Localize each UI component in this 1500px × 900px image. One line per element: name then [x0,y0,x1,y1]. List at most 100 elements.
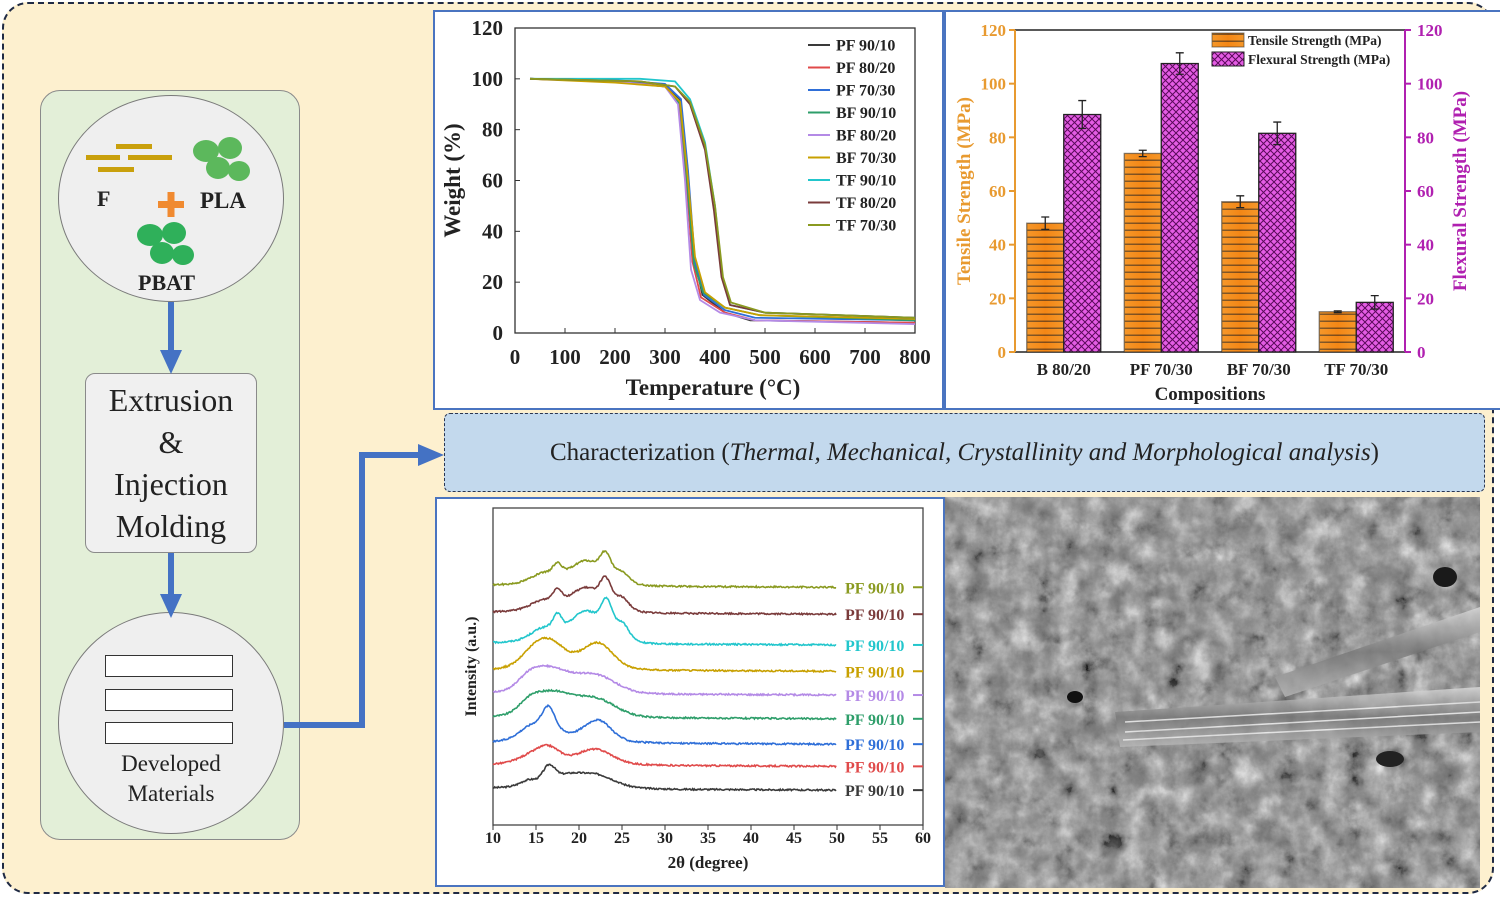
tensile-bar-hatch [1123,152,1162,353]
pbat-pellets-icon [137,222,194,265]
legend-label: PF 90/10 [836,38,895,55]
error-bar [1041,216,1050,231]
output-line: Developed [121,751,221,776]
tensile-bar-hatch [1221,201,1260,353]
specimen-icon [105,655,233,677]
process-line: & [158,424,184,460]
y-tick-label: 0 [493,321,504,345]
tga-curve [529,77,916,319]
xrd-trace [492,575,837,617]
pla-pellets-icon [193,137,250,181]
y-tick-label: 40 [482,219,503,243]
x-tick-label: 20 [571,830,587,847]
flexural-bar [1063,113,1102,353]
legend-label: TF 80/20 [836,195,896,212]
trace-label: PF 90/10 [845,712,904,729]
y2-tick-label: 0 [1417,343,1426,362]
error-bar [1333,310,1342,314]
y-axis-title: Tensile Strength (MPa) [954,97,975,285]
x-tick-label: 0 [510,345,521,369]
xrd-chart: 10 15 20 25 30 35 40 45 50 55 60 2θ (degree) Intensi… [463,507,931,872]
y-tick-label: 80 [482,118,503,142]
plus-icon [158,192,184,217]
x-tick-label: 55 [872,830,888,847]
x-tick-label: 700 [849,345,881,369]
y-tick-label: 60 [989,182,1006,201]
trace-label: PF 90/10 [845,688,904,705]
y2-tick-label: 20 [1417,289,1434,308]
flexural-bar [1258,132,1297,353]
specimen-icon [105,689,233,711]
xrd-panel [435,497,945,887]
xrd-trace [492,688,837,721]
void [1433,567,1457,587]
legend-label: Tensile Strength (MPa) [1248,33,1382,48]
flexural-bar [1160,62,1199,353]
tensile-bar-hatch [1318,311,1357,353]
sem-micrograph-image [945,497,1480,888]
process-line: Extrusion [108,382,234,418]
y-tick-label: 0 [998,343,1007,362]
trace-label: PF 90/10 [845,580,904,597]
tensile-bar-hatch [1026,222,1065,353]
error-bar [1138,149,1147,158]
y-axis-title: Weight (%) [440,123,465,237]
trace-label: PF 90/10 [845,607,904,624]
x-tick-label: 45 [786,830,802,847]
x-tick-label: BF 70/30 [1227,360,1291,379]
x-tick-label: 50 [829,830,845,847]
x-tick-label: 600 [799,345,831,369]
y-tick-label: 60 [482,169,503,193]
x-axis-title: Compositions [1155,384,1266,405]
raw-materials-icons [86,137,250,265]
void [1376,751,1404,767]
legend-label: PF 80/20 [836,60,895,77]
x-tick-label: B 80/20 [1037,360,1091,379]
x-tick-label: 800 [899,345,931,369]
y-tick-label: 120 [981,21,1007,40]
legend-label: TF 70/30 [836,218,896,235]
xrd-trace [492,663,837,698]
error-bar [1236,195,1245,209]
fiber-bundle [1115,607,1480,747]
process-line: Injection [114,466,228,502]
y2-tick-label: 100 [1417,75,1443,94]
x-tick-label: 300 [649,345,681,369]
y-tick-label: 100 [981,75,1007,94]
x-tick-label: 100 [549,345,581,369]
y-tick-label: 80 [989,128,1006,147]
x-tick-label: 30 [657,830,673,847]
banner-prefix: Characterization ( [549,438,730,466]
developed-materials-label: Developed Materials [58,749,284,809]
y2-axis-title: Flexural Strength (MPa) [1450,91,1471,291]
banner-suffix: ) [1370,438,1379,466]
tga-chart: 0 100 200 300 400 500 600 700 800 0 20 40 60 80 100 120… [440,16,931,400]
specimen-icon [105,722,233,744]
x-tick-label: 500 [749,345,781,369]
trace-label: PF 90/10 [845,783,904,800]
legend-label: BF 90/10 [836,105,896,122]
xrd-trace [492,549,837,590]
trace-label: PF 90/10 [845,759,904,776]
error-bar [1273,121,1282,146]
x-tick-label: 200 [599,345,631,369]
y-tick-label: 20 [482,270,503,294]
error-bar [1078,99,1087,130]
fiber-label: F [97,186,111,211]
legend-swatch [1211,51,1245,67]
legend-label: TF 90/10 [836,173,896,190]
x-tick-label: 60 [915,830,931,847]
xrd-trace [492,636,837,674]
error-bar [1370,295,1379,310]
process-line: Molding [115,508,227,544]
y2-tick-label: 60 [1417,182,1434,201]
x-tick-label: 15 [528,830,544,847]
output-line: Materials [127,781,215,806]
y2-tick-label: 120 [1417,21,1443,40]
x-tick-label: 25 [614,830,630,847]
x-axis-title: Temperature (°C) [626,375,801,400]
y-tick-label: 100 [472,67,504,91]
y-tick-label: 20 [989,289,1006,308]
legend-label: BF 80/20 [836,128,896,145]
legend-label: BF 70/30 [836,150,896,167]
